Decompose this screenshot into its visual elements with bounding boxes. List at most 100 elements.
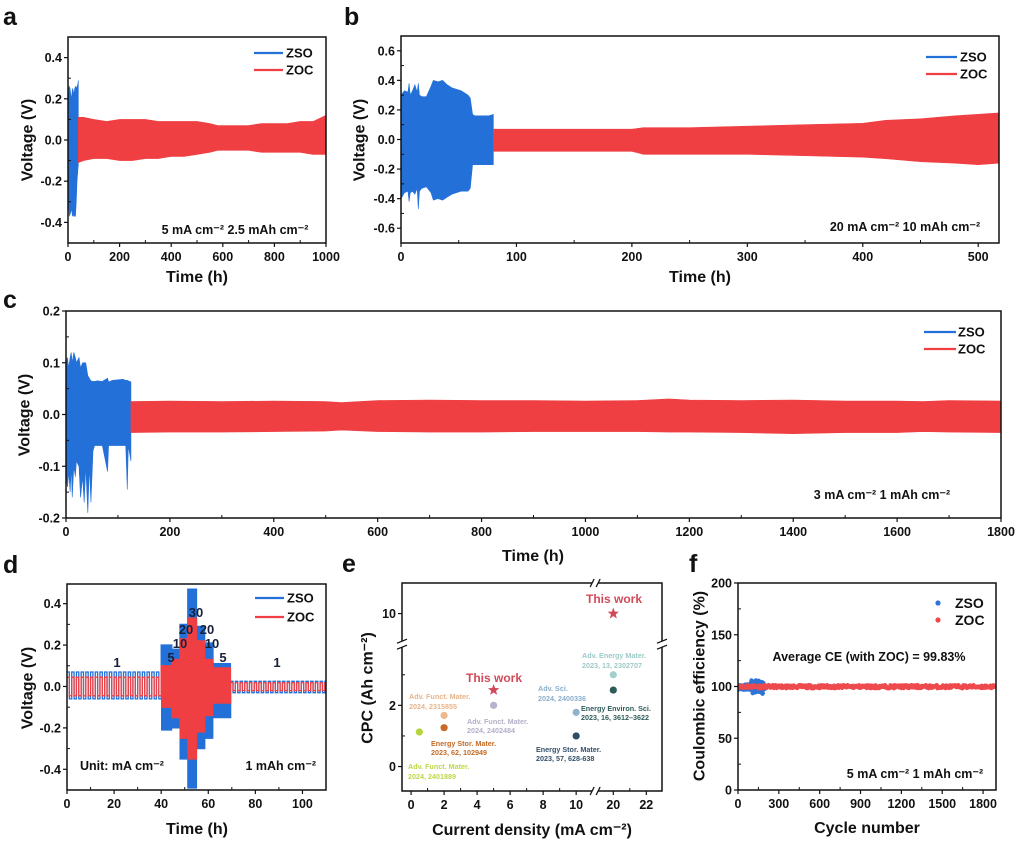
x-tick-label: 20 xyxy=(606,798,620,812)
x-tick-label: 1200 xyxy=(675,525,703,539)
x-tick-label: 1000 xyxy=(572,525,600,539)
y-axis-title: Coulombic efficiency (%) xyxy=(692,591,709,781)
ce-point-zoc xyxy=(991,684,996,689)
y-tick-label: 0.2 xyxy=(378,103,395,117)
unit-annotation: Unit: mA cm⁻² xyxy=(80,759,164,773)
voltage-band-zoc xyxy=(78,114,326,164)
y-tick-label: 0.2 xyxy=(44,639,61,653)
panel-c: 0 200 400 600 800 1000 1200 1400 1600 1800 -0.2 -0.… xyxy=(3,286,1015,565)
y-tick-label: 200 xyxy=(711,577,732,591)
literature-data-point xyxy=(572,732,580,740)
x-tick-label: 40 xyxy=(154,797,168,811)
x-tick-label: 0 xyxy=(64,797,71,811)
voltage-band-zso xyxy=(401,79,494,210)
legend-swatch-dot xyxy=(935,617,941,623)
y-tick-label: -0.2 xyxy=(38,512,60,526)
x-axis-title: Time (h) xyxy=(669,269,731,286)
x-tick-label: 0 xyxy=(735,797,742,811)
x-tick-label: 300 xyxy=(737,250,758,264)
panel-label: e xyxy=(342,550,356,578)
legend-label: ZOC xyxy=(286,63,314,78)
y-tick-label: 100 xyxy=(711,680,732,694)
literature-data-point xyxy=(440,724,448,732)
x-tick-label: 800 xyxy=(471,525,492,539)
panel-label: c xyxy=(3,286,17,314)
plot-area xyxy=(67,588,326,789)
legend-label: ZSO xyxy=(287,591,314,606)
panel-label: a xyxy=(3,3,18,31)
current-density-label: 20 xyxy=(200,622,214,637)
reference-label: 2024, 2400336 xyxy=(538,694,586,703)
x-axis-title: Time (h) xyxy=(166,269,228,286)
x-tick-label: 300 xyxy=(768,797,789,811)
panel-label: f xyxy=(689,550,698,578)
panel-f: 0 300 600 900 1200 1500 1800 0 50 100 150 200 f Cycle… xyxy=(689,550,997,837)
literature-data-point xyxy=(440,711,448,720)
ce-series-zoc xyxy=(738,682,996,691)
reference-label: Energy Stor. Mater. xyxy=(536,745,601,754)
x-tick-label: 22 xyxy=(639,798,653,812)
x-tick-label: 400 xyxy=(852,250,873,264)
legend-item-zso: ZSO xyxy=(255,591,314,606)
voltage-band-zoc xyxy=(130,398,1001,434)
y-axis-break-mark xyxy=(656,638,668,650)
y-tick-label: 0.4 xyxy=(45,51,62,65)
x-tick-label: 500 xyxy=(968,250,989,264)
literature-data-point xyxy=(609,671,617,679)
reference-label: Adv. Sci. xyxy=(538,684,568,693)
x-tick-label: 4 xyxy=(474,798,481,812)
x-tick-label: 200 xyxy=(621,250,642,264)
y-axis-title: Voltage (V) xyxy=(352,99,369,181)
this-work-star-marker xyxy=(487,684,500,695)
panel-a: 0 200 400 600 800 1000 -0.4 -0.2 0.0 0.2 0.4 a Time … xyxy=(3,3,340,286)
panel-b: 0 100 200 300 400 500 -0.6 -0.4 -0.2 0.0 0.2 0.4 0.6… xyxy=(344,3,1000,286)
legend-swatch-dot xyxy=(935,600,941,606)
x-tick-label: 600 xyxy=(809,797,830,811)
current-density-label: 1 xyxy=(273,655,280,670)
x-tick-label: 400 xyxy=(161,250,182,264)
x-tick-label: 800 xyxy=(264,250,285,264)
panel-label: b xyxy=(344,3,359,31)
y-axis-title: Voltage (V) xyxy=(20,647,37,729)
legend-item-zoc: ZOC xyxy=(254,63,314,78)
x-tick-label: 80 xyxy=(248,797,262,811)
y-tick-label: 0.4 xyxy=(378,74,395,88)
y-tick-label: 0.1 xyxy=(43,356,60,370)
y-tick-label: 0 xyxy=(389,760,396,774)
x-tick-label: 600 xyxy=(212,250,233,264)
voltage-profile-zso xyxy=(67,588,326,789)
plot-area xyxy=(738,678,996,696)
x-tick-label: 600 xyxy=(367,525,388,539)
reference-label: Adv. Funct. Mater. xyxy=(467,717,528,726)
legend-item-zso: ZSO xyxy=(935,595,984,611)
y-tick-label: 0.0 xyxy=(45,134,62,148)
legend-item-zso: ZSO xyxy=(924,325,985,340)
y-axis-title: Voltage (V) xyxy=(17,374,34,456)
condition-annotation: 3 mA cm⁻² 1 mAh cm⁻² xyxy=(814,488,950,502)
y-tick-label: 0.2 xyxy=(45,92,62,106)
reference-label: 2023, 13, 2302707 xyxy=(582,661,642,670)
x-axis-break-mark xyxy=(589,578,601,588)
reference-label: Adv. Funct. Mater. xyxy=(408,762,469,771)
x-tick-label: 1500 xyxy=(928,797,956,811)
x-tick-label: 400 xyxy=(263,525,284,539)
voltage-band-zoc xyxy=(493,112,999,165)
capacity-annotation: 1 mAh cm⁻² xyxy=(245,759,316,773)
y-axis-title: CPC (Ah cm⁻²) xyxy=(360,632,377,744)
x-tick-label: 200 xyxy=(159,525,180,539)
x-tick-label: 0 xyxy=(63,525,70,539)
x-tick-label: 1200 xyxy=(887,797,915,811)
y-tick-label: 0.6 xyxy=(378,44,395,58)
reference-label: Adv. Energy Mater. xyxy=(582,651,646,660)
y-tick-label: 0.2 xyxy=(43,305,60,319)
reference-label: 2023, 62, 102949 xyxy=(431,748,487,757)
reference-label: 2023, 57, 628-638 xyxy=(536,754,594,763)
current-density-label: 5 xyxy=(219,650,226,665)
x-tick-label: 0 xyxy=(408,798,415,812)
x-tick-label: 10 xyxy=(569,798,583,812)
